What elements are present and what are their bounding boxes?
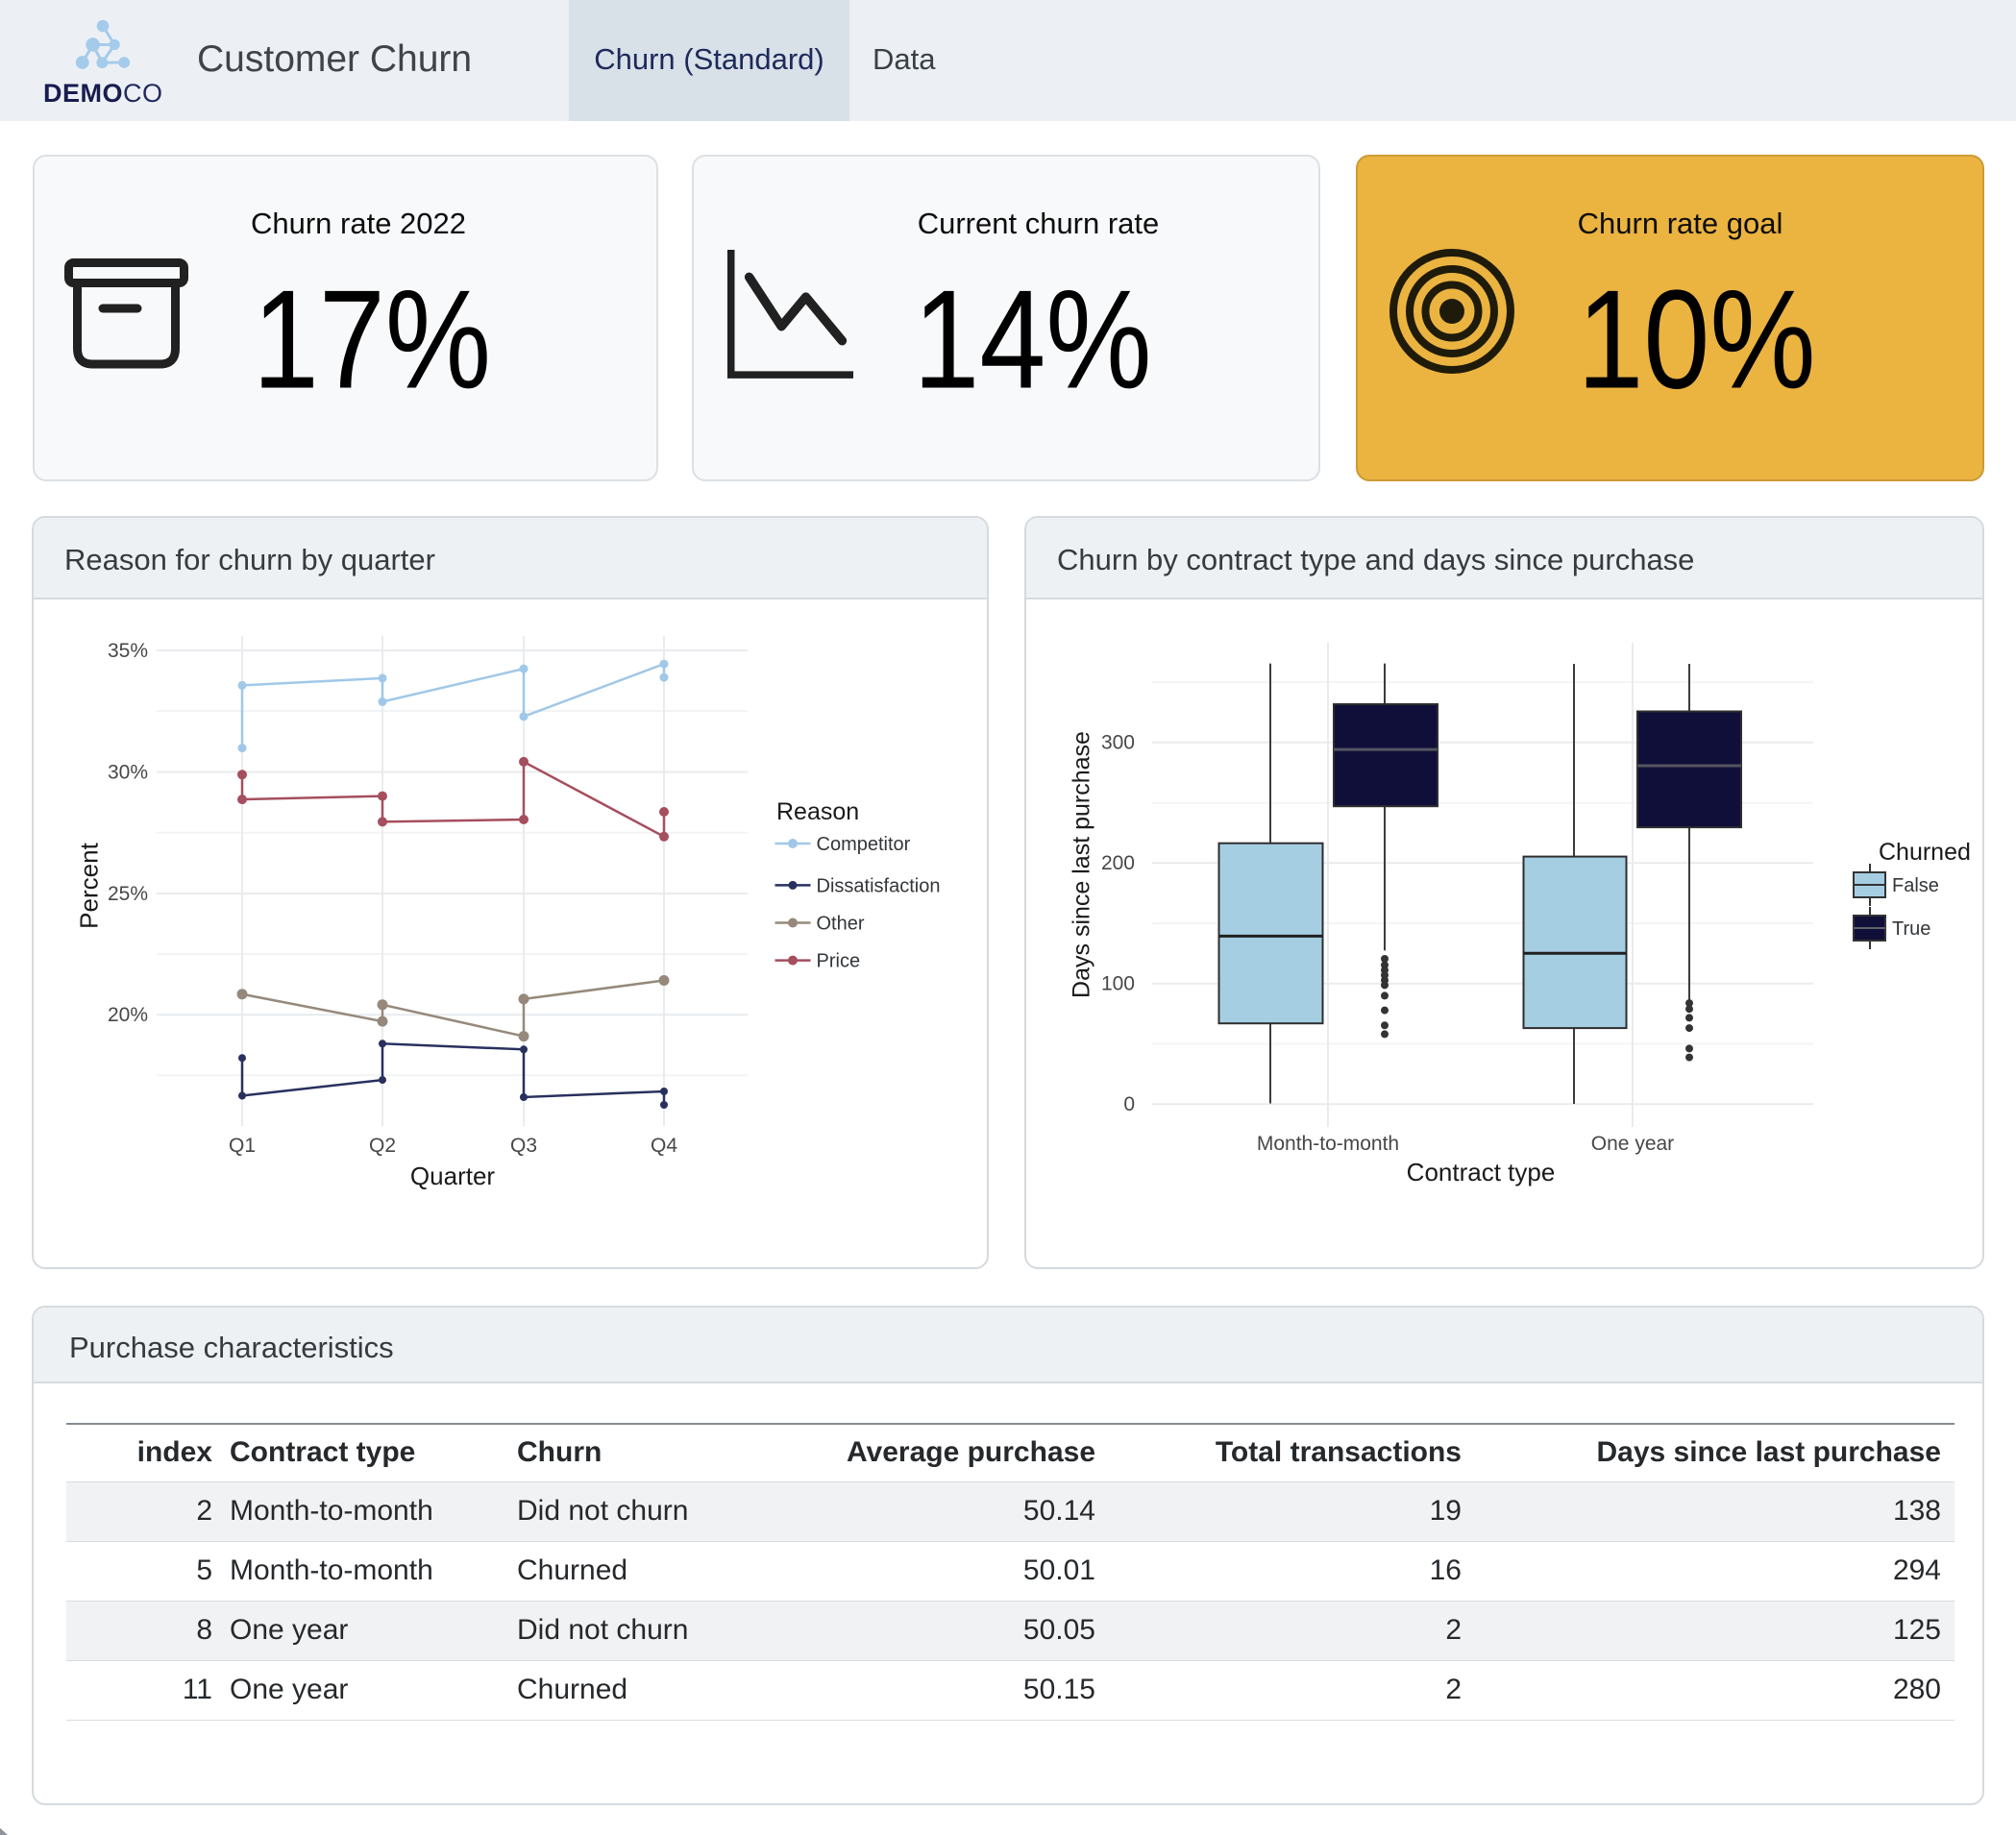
svg-text:300: 300 (1101, 732, 1135, 754)
svg-text:Days since last purchase: Days since last purchase (1069, 731, 1095, 998)
svg-text:0: 0 (1123, 1093, 1135, 1115)
svg-text:20%: 20% (108, 1004, 148, 1026)
svg-text:Q1: Q1 (229, 1135, 256, 1157)
svg-text:Q2: Q2 (369, 1135, 396, 1157)
svg-text:Price: Price (817, 951, 861, 972)
svg-text:One year: One year (1591, 1133, 1674, 1155)
svg-text:False: False (1892, 875, 1939, 896)
svg-text:Reason: Reason (776, 798, 859, 825)
svg-text:True: True (1892, 918, 1930, 940)
svg-text:100: 100 (1101, 973, 1135, 995)
svg-text:Month-to-month: Month-to-month (1257, 1133, 1399, 1155)
svg-text:35%: 35% (108, 640, 148, 662)
svg-text:Quarter: Quarter (410, 1162, 495, 1190)
svg-text:Competitor: Competitor (817, 834, 911, 855)
svg-text:Contract type: Contract type (1407, 1158, 1556, 1187)
svg-text:30%: 30% (108, 762, 148, 784)
svg-text:Percent: Percent (75, 842, 104, 928)
svg-text:200: 200 (1101, 852, 1135, 874)
svg-text:Other: Other (817, 914, 865, 935)
svg-text:Q3: Q3 (510, 1135, 537, 1157)
svg-text:Q4: Q4 (651, 1135, 677, 1157)
svg-text:Dissatisfaction: Dissatisfaction (817, 875, 941, 896)
svg-text:Churned: Churned (1879, 839, 1971, 866)
svg-text:25%: 25% (108, 883, 148, 905)
